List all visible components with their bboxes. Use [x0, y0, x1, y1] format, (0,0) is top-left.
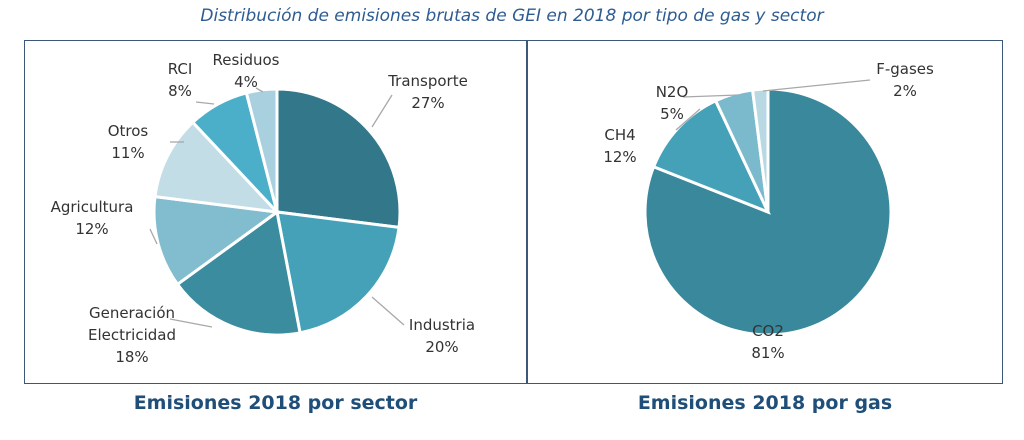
slice-value-generacion-electricidad: 18%	[115, 348, 148, 366]
slice-label-rci: RCI	[168, 60, 193, 78]
leader-line-transporte	[371, 94, 393, 128]
pie-slice-otros	[153, 120, 281, 215]
sector-chart-panel	[24, 40, 527, 384]
slice-value-transporte: 27%	[411, 94, 444, 112]
slice-value-co2: 81%	[751, 344, 784, 362]
leader-line-n2o	[682, 94, 739, 98]
slice-label-otros: Otros	[108, 122, 149, 140]
slice-value-residuos: 4%	[234, 73, 258, 91]
slice-label-generacion-electricidad: Electricidad	[88, 326, 176, 344]
slice-label-agricultura: Agricultura	[51, 198, 134, 216]
slice-value-rci: 8%	[168, 82, 192, 100]
leader-line-industria	[371, 296, 405, 326]
gas-pie: CO2 81% CH4 12% N2O 5% F-gases 2%	[603, 60, 934, 362]
slice-value-n2o: 5%	[660, 105, 684, 123]
pie-slice-industria	[275, 210, 401, 335]
slice-value-f-gases: 2%	[893, 82, 917, 100]
slice-label-transporte: Transporte	[387, 72, 468, 90]
pie-slice-residuos	[244, 87, 279, 213]
pie-slice-agricultura	[152, 194, 281, 287]
slice-value-ch4: 12%	[603, 148, 636, 166]
gas-chart-title: Emisiones 2018 por gas	[637, 392, 893, 414]
leader-line-f-gases	[762, 79, 871, 92]
pie-slice-generacion-electricidad	[175, 209, 302, 337]
sector-chart-title: Emisiones 2018 por sector	[133, 392, 418, 414]
pie-slice-transporte	[275, 87, 402, 230]
main-title: Distribución de emisiones brutas de GEI …	[200, 6, 824, 26]
slice-label-generacion-electricidad: Generación	[89, 304, 175, 322]
sector-pie: Transporte 27% Industria 20% Generación Elect…	[51, 51, 475, 366]
slice-value-otros: 11%	[111, 144, 144, 162]
leader-line-generacion-electricidad	[169, 318, 213, 328]
leader-line-rci	[195, 101, 215, 105]
slice-label-residuos: Residuos	[213, 51, 280, 69]
slice-label-co2: CO2	[752, 322, 784, 340]
slice-label-ch4: CH4	[604, 126, 635, 144]
slice-label-industria: Industria	[409, 316, 475, 334]
gas-chart-panel	[527, 40, 1003, 384]
slice-label-n2o: N2O	[656, 83, 689, 101]
pie-slice-f-gases	[750, 87, 770, 213]
leader-line-agricultura	[149, 228, 158, 245]
slice-value-agricultura: 12%	[75, 220, 108, 238]
leader-line-residuos	[255, 87, 264, 93]
leader-line-ch4	[675, 108, 701, 131]
slice-label-f-gases: F-gases	[876, 60, 934, 78]
slice-value-industria: 20%	[425, 338, 458, 356]
